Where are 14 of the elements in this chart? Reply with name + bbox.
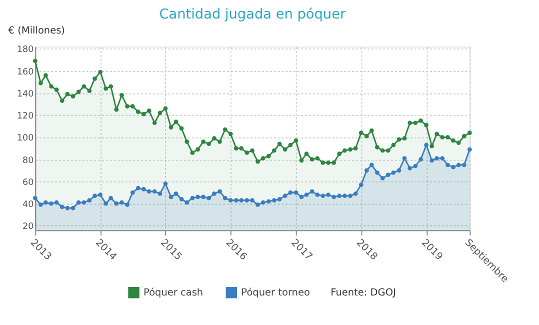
y-tick-label: 60	[22, 178, 34, 188]
chart-title: Cantidad jugada en póquer	[159, 6, 346, 22]
y-tick-label: 160	[16, 67, 34, 78]
y-axis-title: € (Millones)	[8, 25, 65, 36]
y-tick-label: 20	[22, 222, 34, 232]
y-tick-label: 80	[22, 156, 34, 166]
y-tick-label: 40	[22, 200, 34, 210]
y-tick-label: 180	[16, 45, 34, 56]
source-note: Fuente: DGOJ	[330, 288, 396, 299]
legend-label: Póquer torneo	[241, 288, 310, 299]
y-tick-label: 120	[16, 112, 34, 122]
y-tick-label: 100	[16, 134, 34, 144]
legend-label: Póquer cash	[144, 288, 204, 299]
y-tick-label: 140	[16, 89, 34, 100]
